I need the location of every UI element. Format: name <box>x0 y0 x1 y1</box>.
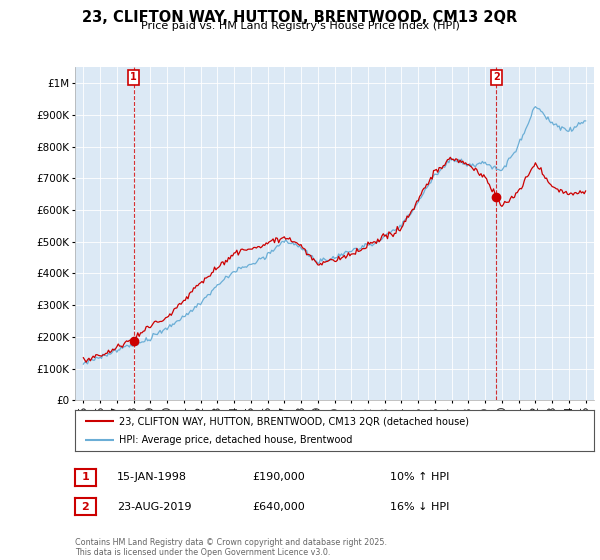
Text: 23, CLIFTON WAY, HUTTON, BRENTWOOD, CM13 2QR: 23, CLIFTON WAY, HUTTON, BRENTWOOD, CM13… <box>82 10 518 25</box>
Text: 10% ↑ HPI: 10% ↑ HPI <box>390 472 449 482</box>
Text: £190,000: £190,000 <box>252 472 305 482</box>
Text: 15-JAN-1998: 15-JAN-1998 <box>117 472 187 482</box>
Text: Price paid vs. HM Land Registry's House Price Index (HPI): Price paid vs. HM Land Registry's House … <box>140 21 460 31</box>
Text: 2: 2 <box>493 72 500 82</box>
Text: 23, CLIFTON WAY, HUTTON, BRENTWOOD, CM13 2QR (detached house): 23, CLIFTON WAY, HUTTON, BRENTWOOD, CM13… <box>119 417 469 426</box>
Text: 1: 1 <box>82 472 89 482</box>
Text: Contains HM Land Registry data © Crown copyright and database right 2025.
This d: Contains HM Land Registry data © Crown c… <box>75 538 387 557</box>
Text: HPI: Average price, detached house, Brentwood: HPI: Average price, detached house, Bren… <box>119 435 352 445</box>
Text: 1: 1 <box>130 72 137 82</box>
Text: 16% ↓ HPI: 16% ↓ HPI <box>390 502 449 512</box>
Text: 2: 2 <box>82 502 89 512</box>
Text: £640,000: £640,000 <box>252 502 305 512</box>
Text: 23-AUG-2019: 23-AUG-2019 <box>117 502 191 512</box>
